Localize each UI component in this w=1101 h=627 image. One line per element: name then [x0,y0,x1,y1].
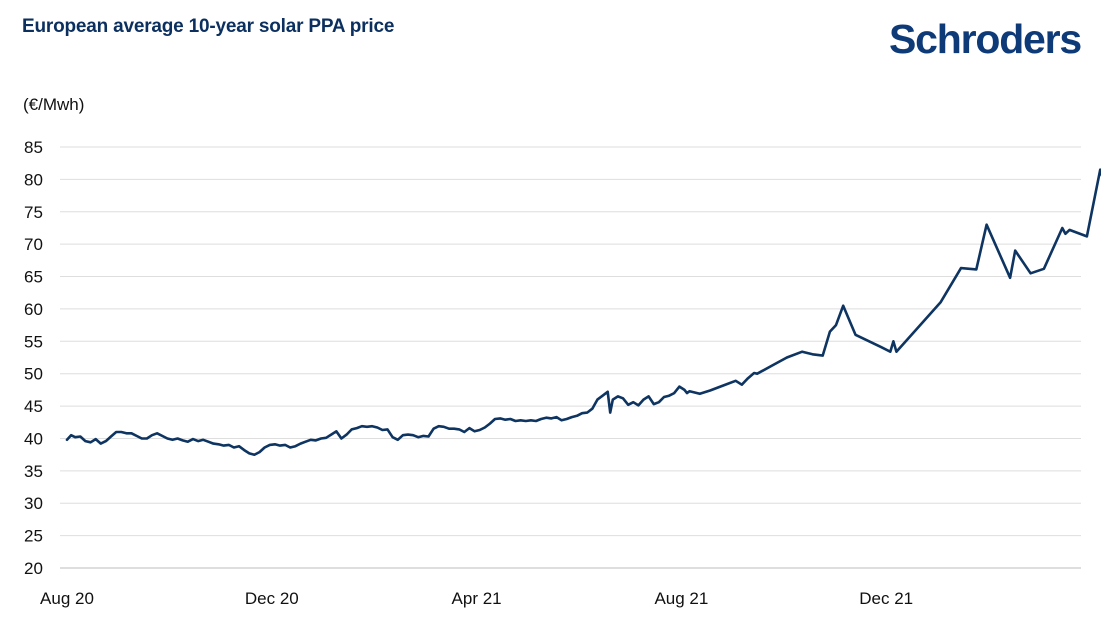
x-tick-label: Aug 21 [654,589,708,608]
series-line-0 [65,168,1101,456]
chart-title: European average 10-year solar PPA price [22,16,395,37]
y-tick-label: 40 [24,429,43,448]
y-tick-label: 65 [24,268,43,287]
y-tick-label: 30 [24,494,43,513]
series-group [65,168,1101,456]
y-tick-label: 80 [24,170,43,189]
y-tick-label: 45 [24,397,43,416]
x-tick-label: Aug 20 [40,589,94,608]
y-tick-label: 75 [24,203,43,222]
x-tick-label: Dec 21 [859,589,913,608]
y-tick-label: 50 [24,365,43,384]
y-axis-ticks: 20 25 30 35 40 45 50 55 60 65 70 75 80 85 [24,138,43,578]
x-tick-label: Dec 20 [245,589,299,608]
y-tick-label: 60 [24,300,43,319]
y-tick-label: 25 [24,527,43,546]
y-tick-label: 70 [24,235,43,254]
y-axis-unit-label: (€/Mwh) [23,95,85,114]
y-tick-label: 35 [24,462,43,481]
gridlines [60,146,1081,569]
x-tick-label: Apr 21 [452,589,502,608]
y-tick-label: 85 [24,138,43,157]
brand-logo: Schroders [889,16,1082,62]
x-axis-ticks: Aug 20 Dec 20 Apr 21 Aug 21 Dec 21 [40,589,913,608]
y-tick-label: 20 [24,559,43,578]
y-tick-label: 55 [24,332,43,351]
